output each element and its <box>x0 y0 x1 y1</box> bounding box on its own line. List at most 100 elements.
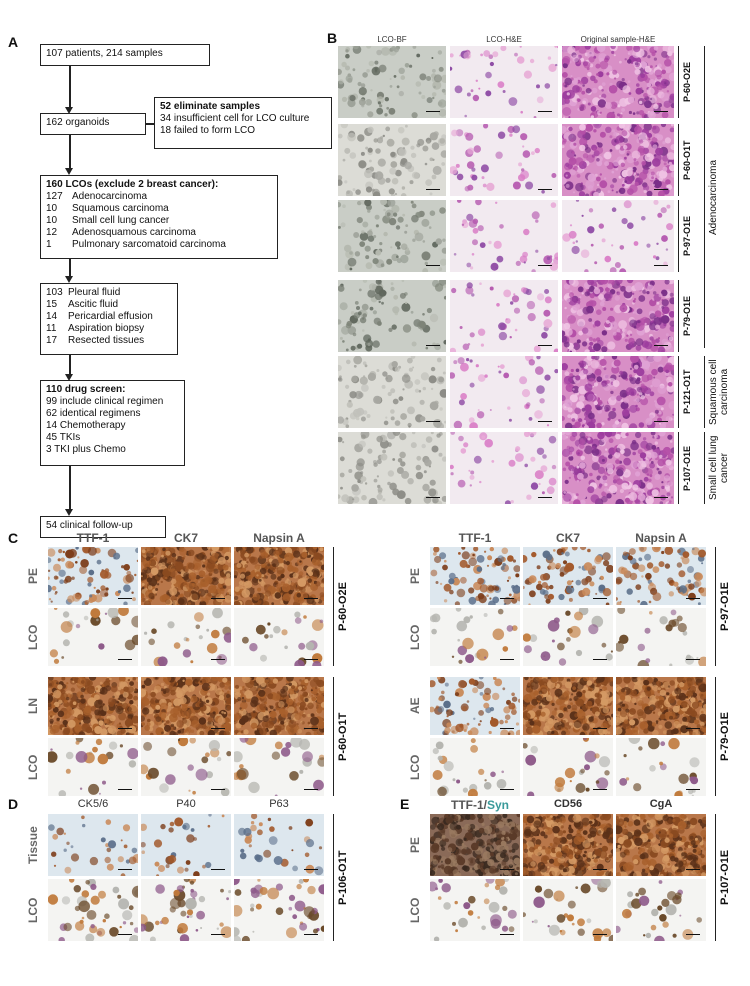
row-label-c: LN <box>26 698 40 714</box>
col-header-c: Napsin A <box>635 531 687 545</box>
scale-bar <box>654 420 668 422</box>
flow-box-eliminate: 52 eliminate samples 34 insufficient cel… <box>154 97 332 149</box>
col-header-c: TTF-1 <box>458 531 492 545</box>
panel-e-image-r2-c2 <box>523 879 613 941</box>
scale-bar <box>538 110 552 112</box>
scale-bar <box>686 658 700 660</box>
row-label-c: PE <box>408 568 422 585</box>
panel-e-image-r1-c1 <box>430 814 520 876</box>
row-label-d: LCO <box>26 897 40 923</box>
col-header-ttf1-syn: TTF-1/Syn <box>430 798 530 812</box>
scale-bar <box>211 788 225 790</box>
row-label-e: PE <box>408 837 422 854</box>
scale-bar <box>426 344 440 346</box>
scale-bar <box>686 933 700 935</box>
col-header-e: CgA <box>649 798 673 810</box>
lco-type-item: 12 Adenosquamous carcinoma <box>46 227 272 239</box>
scale-bar <box>426 188 440 190</box>
row-label-c: PE <box>26 568 40 585</box>
panel-c-image-r1-c3 <box>616 547 706 605</box>
sample-label-bar <box>678 432 679 504</box>
panel-c-image-r3-c2 <box>141 677 231 735</box>
scale-bar <box>426 420 440 422</box>
lco-type-count: 10 <box>46 203 58 214</box>
flow-box-drug-screen: 110 drug screen: 99 include clinical reg… <box>40 380 185 466</box>
panel-b-image-r1-c1 <box>338 46 446 118</box>
scale-bar <box>593 868 607 870</box>
scale-bar <box>538 344 552 346</box>
panel-label-e: E <box>400 796 410 812</box>
lco-type-count: 1 <box>46 239 52 250</box>
sample-label-c: P-60-O1T <box>337 712 349 761</box>
col-header-d: P63 <box>269 798 289 810</box>
panel-b-image-r5-c2 <box>450 356 558 428</box>
col-header-lco-bf: LCO-BF <box>377 35 407 44</box>
flow-drug-title: 110 drug screen: <box>46 384 126 395</box>
drug-screen-item: 3 TKI plus Chemo <box>46 444 126 455</box>
panel-c-image-r4-c2 <box>141 738 231 796</box>
sample-source-item: 17 Resected tissues <box>46 335 172 347</box>
group-label: Squamous cell carcinoma <box>708 359 730 425</box>
scale-bar <box>538 188 552 190</box>
panel-b-image-r3-c1 <box>338 200 446 272</box>
panel-b-image-r3-c3 <box>562 200 674 272</box>
col-header-d: P40 <box>176 798 196 810</box>
flow-eliminate-title: 52 eliminate samples <box>160 101 261 112</box>
sample-source-name: Pleural fluid <box>68 287 121 298</box>
scale-bar <box>500 868 514 870</box>
sample-label-bar <box>333 547 334 666</box>
panel-c-image-r1-c2 <box>523 547 613 605</box>
panel-c-image-r3-c1 <box>430 677 520 735</box>
panel-b-image-r5-c3 <box>562 356 674 428</box>
panel-d-image-r1-c1 <box>48 814 138 876</box>
flow-arrow-1 <box>66 66 72 114</box>
sample-label-b: P-60-O1T <box>682 140 692 180</box>
panel-b-image-r5-c1 <box>338 356 446 428</box>
sample-label-bar <box>333 677 334 796</box>
panel-c-image-r2-c3 <box>616 608 706 666</box>
sample-label-c: P-79-O1E <box>719 712 731 761</box>
panel-b-image-r2-c1 <box>338 124 446 196</box>
scale-bar <box>118 868 132 870</box>
panel-c-image-r2-c1 <box>430 608 520 666</box>
sample-label-bar <box>678 280 679 352</box>
row-label-c: LCO <box>408 754 422 780</box>
scale-bar <box>304 658 318 660</box>
sample-label-bar <box>678 200 679 272</box>
panel-label-a: A <box>8 34 19 50</box>
scale-bar <box>654 496 668 498</box>
sample-label-c: P-97-O1E <box>719 582 731 631</box>
panel-d-image-r2-c1 <box>48 879 138 941</box>
flow-eliminate-line2: 18 failed to form LCO <box>160 125 256 136</box>
sample-source-name: Pericardial effusion <box>68 311 153 322</box>
sample-source-count: 15 <box>46 299 58 310</box>
sample-label-bar <box>715 814 716 941</box>
group-label: Small cell lung cancer <box>708 435 730 501</box>
drug-screen-item: 45 TKIs <box>46 432 81 443</box>
sample-label-b: P-107-O1E <box>682 445 692 491</box>
col-header-d: CK5/6 <box>77 798 109 810</box>
flow-eliminate-line1: 34 insufficient cell for LCO culture <box>160 113 310 124</box>
scale-bar <box>500 788 514 790</box>
scale-bar <box>500 727 514 729</box>
sample-label-bar <box>715 547 716 666</box>
flow-box-followup: 54 clinical follow-up <box>40 516 166 538</box>
drug-screen-item: 62 identical regimens <box>46 408 141 419</box>
panel-b-image-r4-c2 <box>450 280 558 352</box>
lco-type-count: 10 <box>46 215 58 226</box>
col-header-syn: Syn <box>486 798 509 812</box>
lco-type-item: 10 Small cell lung cancer <box>46 215 272 227</box>
sample-label-bar <box>678 356 679 428</box>
scale-bar <box>538 496 552 498</box>
sample-source-name: Resected tissues <box>68 335 145 346</box>
scale-bar <box>304 868 318 870</box>
panel-b-image-r2-c2 <box>450 124 558 196</box>
scale-bar <box>593 658 607 660</box>
panel-c-image-r2-c2 <box>523 608 613 666</box>
col-header-lco-he: LCO-H&E <box>486 35 522 44</box>
scale-bar <box>686 597 700 599</box>
panel-c-image-r3-c1 <box>48 677 138 735</box>
scale-bar <box>211 597 225 599</box>
sample-label-bar <box>715 677 716 796</box>
panel-c-image-r2-c1 <box>48 608 138 666</box>
